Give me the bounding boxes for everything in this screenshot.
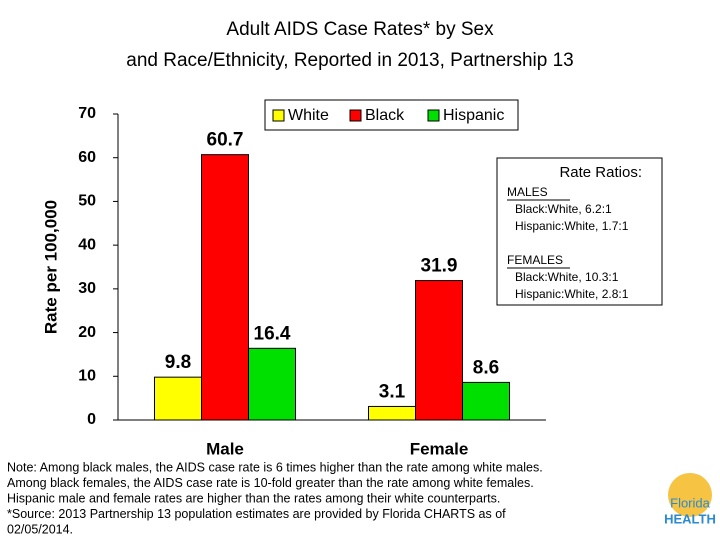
legend-swatch <box>349 109 362 122</box>
data-label: 60.7 <box>207 130 244 151</box>
legend-label: Black <box>365 107 405 124</box>
y-tick-label: 60 <box>78 149 96 166</box>
note-line: 02/05/2014. <box>7 522 73 536</box>
legend-label: Hispanic <box>443 107 504 124</box>
y-axis-label: Rate per 100,000 <box>41 200 60 334</box>
y-tick-label: 40 <box>78 236 96 253</box>
bar <box>201 154 249 421</box>
data-label: 9.8 <box>165 352 191 373</box>
note-line: Among black females, the AIDS case rate … <box>7 476 534 490</box>
note-line: *Source: 2013 Partnership 13 population … <box>7 507 506 521</box>
x-tick-label: Female <box>410 439 469 458</box>
data-label: 31.9 <box>421 256 458 277</box>
bar <box>462 381 510 421</box>
bar <box>368 405 416 421</box>
legend-label: White <box>288 107 329 124</box>
chart-title: and Race/Ethnicity, Reported in 2013, Pa… <box>126 50 573 71</box>
legend-box <box>264 99 519 131</box>
logo-sun <box>668 473 712 517</box>
rate-ratio-line: Hispanic:White, 2.8:1 <box>515 287 629 301</box>
data-label: 8.6 <box>473 357 499 378</box>
note-line: Hispanic male and female rates are highe… <box>7 491 500 505</box>
bar <box>248 347 296 421</box>
y-tick-label: 20 <box>78 324 96 341</box>
logo-text: Florida <box>670 495 711 510</box>
data-label: 16.4 <box>254 323 291 344</box>
rate-ratio-line: Black:White, 10.3:1 <box>515 270 619 284</box>
bar <box>154 376 202 421</box>
rate-ratio-heading: MALES <box>507 185 548 199</box>
rate-ratio-line: Hispanic:White, 1.7:1 <box>515 219 629 233</box>
rate-ratio-title: Rate Ratios: <box>559 164 642 181</box>
legend-swatch <box>427 109 440 122</box>
y-tick-label: 50 <box>78 193 96 210</box>
y-tick-label: 0 <box>87 411 96 428</box>
rate-ratio-box <box>496 157 663 306</box>
rate-ratio-heading: FEMALES <box>507 253 563 267</box>
y-tick-label: 70 <box>78 105 96 122</box>
y-tick-label: 10 <box>78 368 96 385</box>
legend-swatch <box>272 109 285 122</box>
logo-text: HEALTH <box>664 511 716 526</box>
y-tick-label: 30 <box>78 280 96 297</box>
chart-title: Adult AIDS Case Rates* by Sex <box>226 19 494 40</box>
data-label: 3.1 <box>379 381 406 402</box>
x-tick-label: Male <box>206 439 244 458</box>
note-line: Note: Among black males, the AIDS case r… <box>7 460 543 474</box>
bar <box>415 280 463 421</box>
rate-ratio-line: Black:White, 6.2:1 <box>515 202 612 216</box>
logo: Florida HEALTH <box>664 473 716 526</box>
